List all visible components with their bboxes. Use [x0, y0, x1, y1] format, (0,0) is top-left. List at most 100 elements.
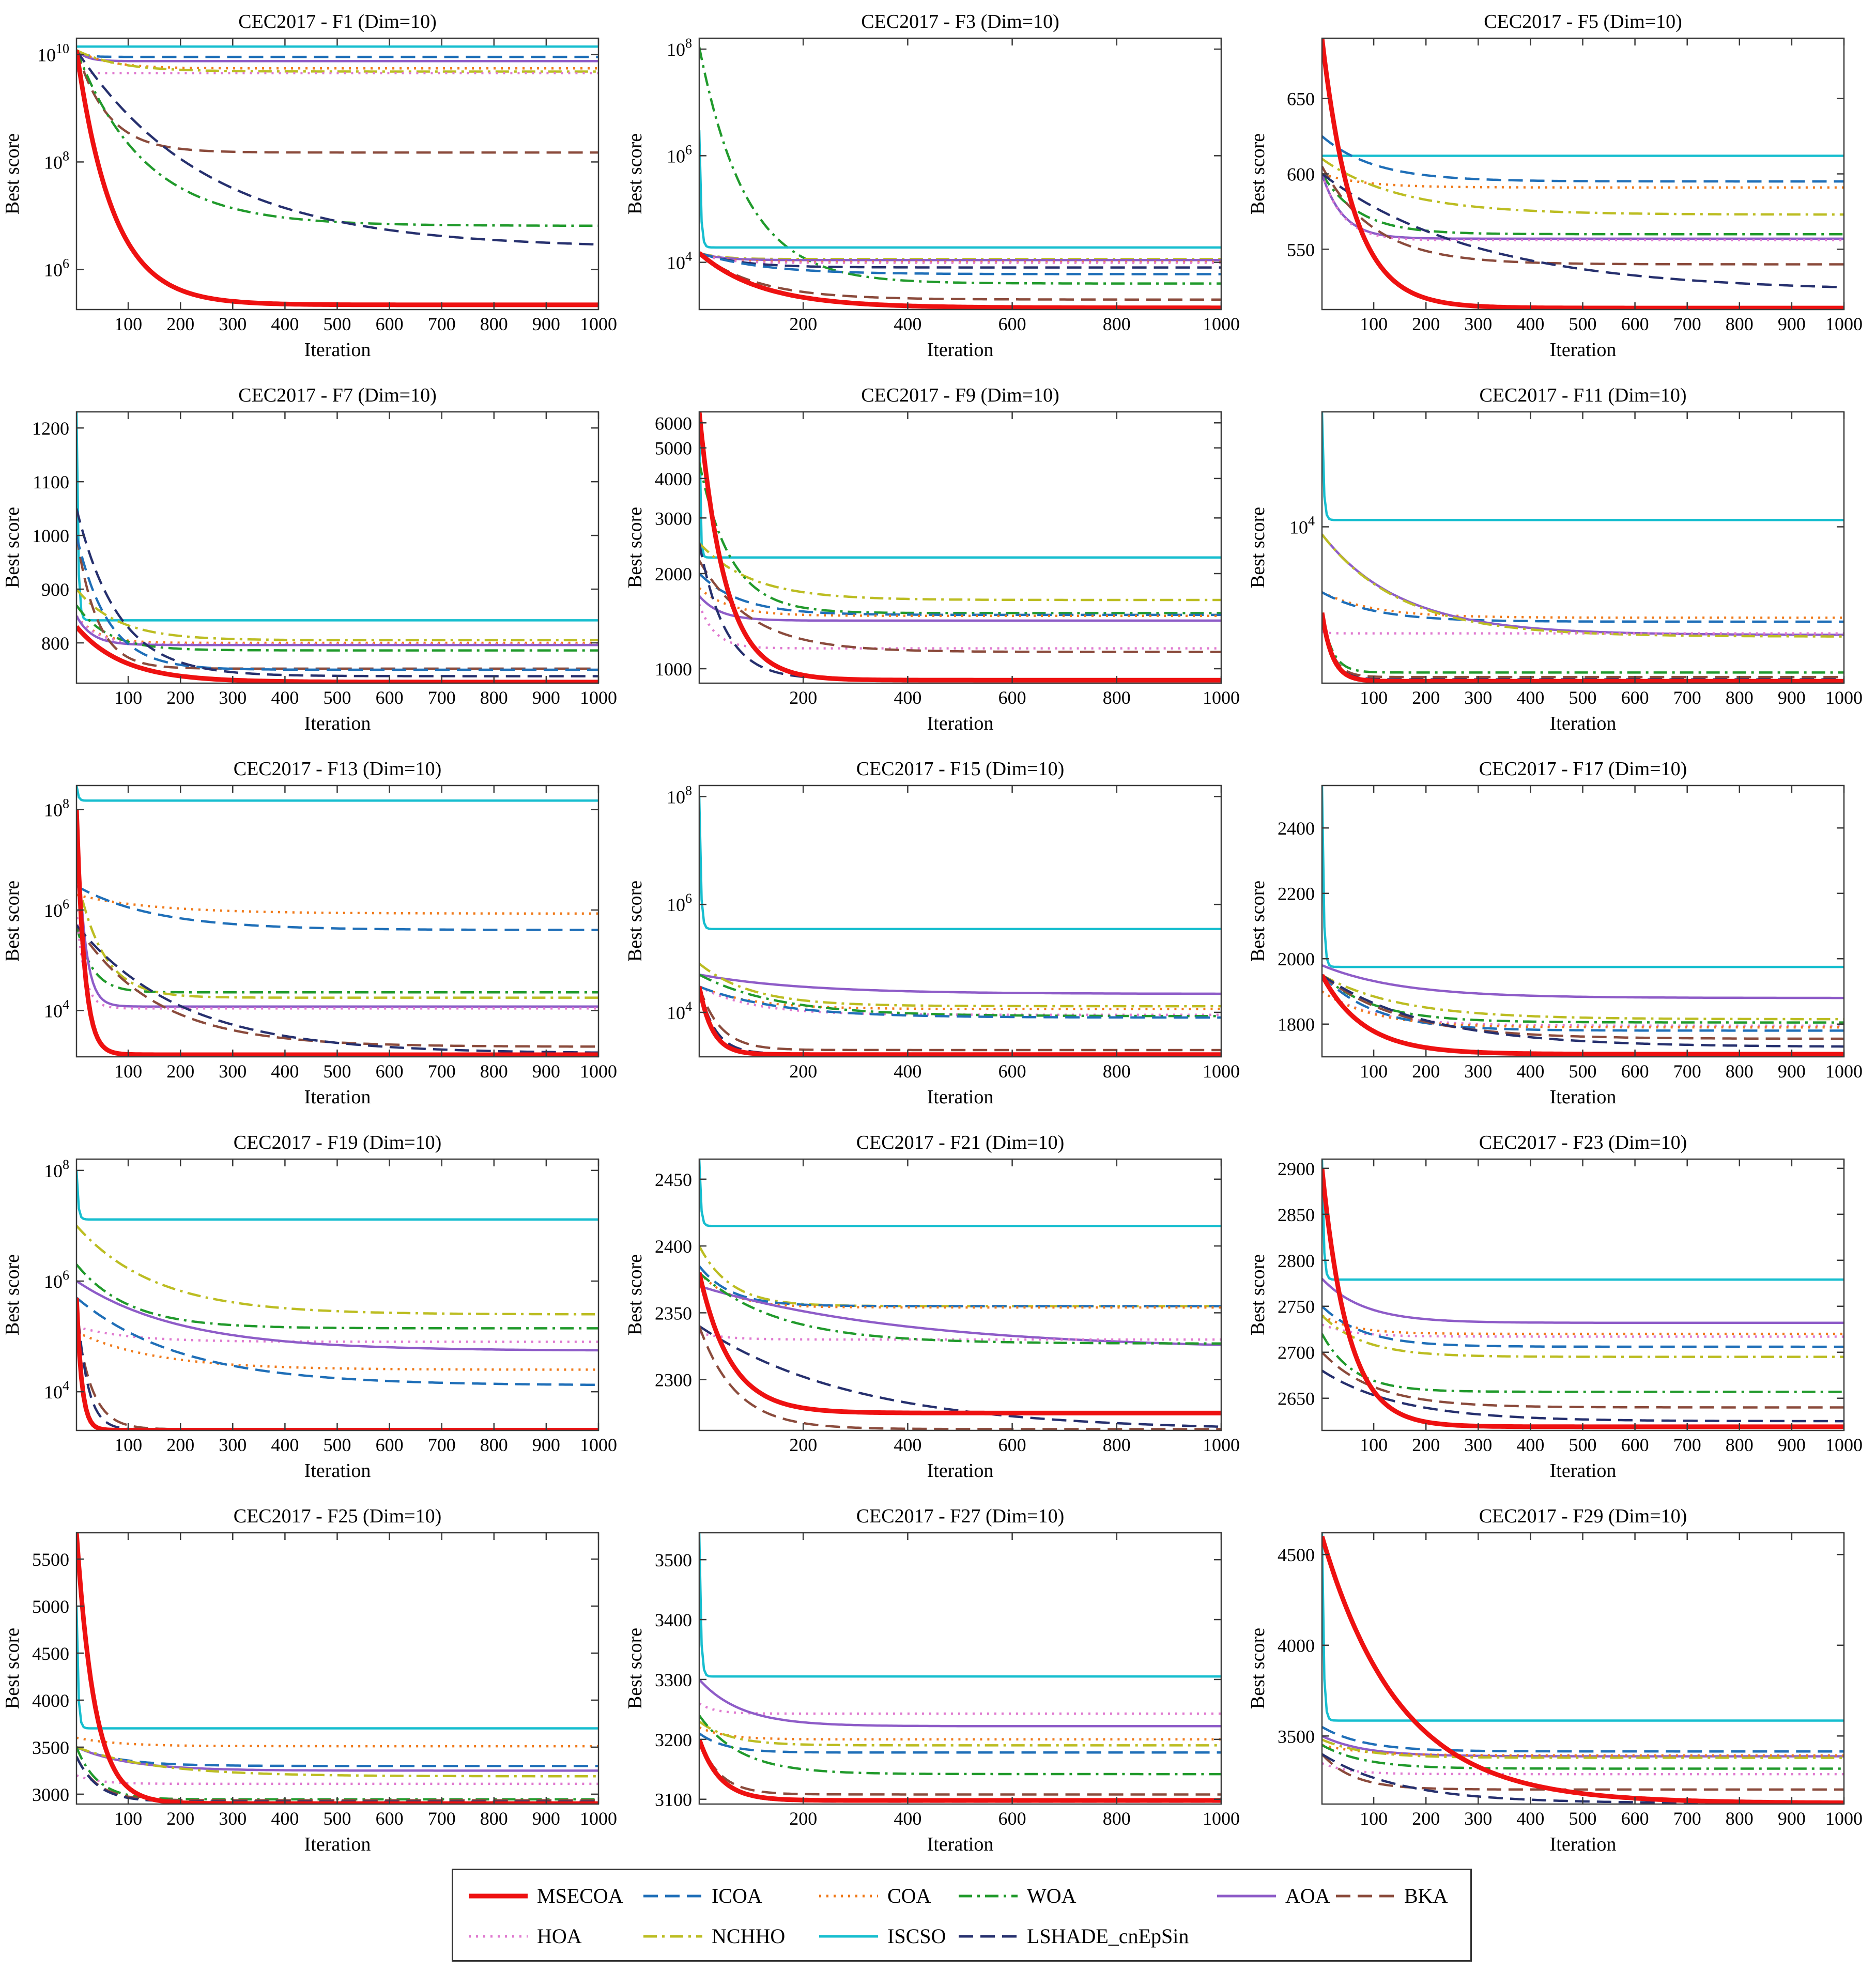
- y-tick-label: 2300: [655, 1370, 692, 1391]
- y-tick-label: 2200: [1278, 884, 1315, 904]
- series-line-iscso: [699, 796, 1221, 930]
- y-tick-label: 2650: [1278, 1389, 1315, 1409]
- x-tick-label: 1000: [1203, 1808, 1240, 1829]
- x-tick-label: 200: [166, 1808, 194, 1829]
- series-line-nchho: [1322, 158, 1844, 216]
- series-line-iscso: [699, 1159, 1221, 1227]
- series-line-nchho: [76, 588, 598, 642]
- series-line-nchho: [699, 252, 1221, 260]
- series-line-hoa: [76, 1326, 598, 1343]
- series-line-iscso: [76, 785, 598, 802]
- x-tick-label: 200: [166, 1435, 194, 1455]
- series-line-hoa: [699, 1332, 1221, 1341]
- x-tick-label: 200: [1412, 1808, 1440, 1829]
- series-line-msecoa: [699, 986, 1221, 1057]
- series-line-iscso: [1322, 785, 1844, 968]
- y-tick-label: 2400: [655, 1236, 692, 1257]
- series-line-nchho: [699, 542, 1221, 602]
- x-tick-label: 600: [998, 1808, 1026, 1829]
- x-tick-label: 500: [323, 1808, 351, 1829]
- x-axis-label: Iteration: [304, 339, 371, 361]
- y-tick-label: 108: [44, 148, 69, 173]
- chart-panel-2: 104 106 108 200 400 600 800 1000 CEC2017 - F3 (D…: [624, 11, 1240, 361]
- series-line-msecoa: [699, 1738, 1221, 1803]
- series-line-woa: [76, 1264, 598, 1330]
- x-tick-label: 300: [219, 687, 247, 708]
- series-line-woa: [699, 974, 1221, 1018]
- x-tick-label: 400: [894, 687, 921, 708]
- series-line-woa: [1322, 974, 1844, 1024]
- series-line-icoa: [76, 885, 598, 931]
- x-tick-label: 600: [1621, 1808, 1649, 1829]
- series-line-icoa: [76, 1297, 598, 1386]
- x-tick-label: 600: [998, 314, 1026, 334]
- x-tick-label: 700: [1673, 1808, 1701, 1829]
- x-tick-label: 500: [1569, 1808, 1596, 1829]
- y-tick-label: 104: [1289, 513, 1315, 537]
- x-tick-label: 200: [1412, 314, 1440, 334]
- x-tick-label: 700: [428, 687, 456, 708]
- x-tick-label: 300: [1464, 314, 1492, 334]
- y-tick-label: 1200: [32, 418, 69, 439]
- series-group: [76, 785, 598, 1057]
- series-group: [699, 47, 1221, 310]
- chart-panel-12: 2650 2700 2750 2800 2850 2900 100 200 300 400 500 6…: [1247, 1132, 1863, 1482]
- y-tick-label: 4000: [655, 469, 692, 489]
- series-line-icoa: [699, 1732, 1221, 1754]
- plot-frame: [1321, 1158, 1845, 1431]
- y-axis-label: Best score: [1247, 507, 1269, 588]
- series-group: [699, 412, 1221, 683]
- series-group: [76, 1170, 598, 1430]
- series-line-msecoa: [699, 412, 1221, 683]
- chart-panel-7: 104 106 108 100 200 300 400 500 600 700 800 900 1000…: [2, 758, 617, 1108]
- y-tick-label: 2450: [655, 1169, 692, 1190]
- legend-label-woa: WOA: [1027, 1884, 1077, 1907]
- y-tick-label: 1800: [1278, 1014, 1315, 1035]
- series-line-coa: [1322, 591, 1844, 619]
- series-line-woa: [699, 462, 1221, 614]
- chart-title: CEC2017 - F7 (Dim=10): [238, 384, 437, 406]
- y-tick-label: 3100: [655, 1790, 692, 1810]
- y-axis-label: Best score: [2, 1628, 23, 1709]
- x-tick-label: 1000: [1825, 1435, 1863, 1455]
- x-tick-label: 300: [219, 1808, 247, 1829]
- chart-panel-9: 1800 2000 2200 2400 100 200 300 400 500 600 700 800…: [1247, 758, 1863, 1108]
- series-line-lshade: [76, 924, 598, 1054]
- x-tick-label: 300: [1464, 687, 1492, 708]
- y-axis-label: Best score: [1247, 1628, 1269, 1709]
- x-tick-label: 400: [1516, 687, 1544, 708]
- x-tick-label: 700: [428, 1808, 456, 1829]
- x-tick-label: 400: [894, 1808, 921, 1829]
- chart-panel-14: 3100 3200 3300 3400 3500 200 400 600 800 1000 CEC2…: [624, 1505, 1240, 1855]
- legend-label-msecoa: MSECOA: [537, 1884, 623, 1907]
- y-tick-label: 1010: [37, 41, 69, 65]
- x-tick-label: 900: [1778, 1435, 1806, 1455]
- chart-title: CEC2017 - F29 (Dim=10): [1479, 1505, 1687, 1527]
- x-tick-label: 400: [271, 1061, 299, 1082]
- x-tick-label: 100: [114, 1808, 142, 1829]
- series-line-nchho: [76, 1225, 598, 1316]
- x-tick-label: 100: [114, 1061, 142, 1082]
- series-line-aoa: [1322, 533, 1844, 636]
- x-tick-label: 500: [1569, 314, 1596, 334]
- plot-frame: [75, 37, 599, 311]
- series-line-bka: [699, 252, 1221, 301]
- y-axis-label: Best score: [2, 133, 23, 214]
- series-line-coa: [699, 1272, 1221, 1309]
- x-tick-label: 1000: [1203, 1061, 1240, 1082]
- x-tick-label: 800: [480, 1808, 508, 1829]
- x-axis-label: Iteration: [927, 339, 994, 361]
- y-axis-label: Best score: [624, 133, 646, 214]
- chart-title: CEC2017 - F13 (Dim=10): [234, 758, 442, 780]
- series-line-aoa: [76, 1280, 598, 1352]
- x-tick-label: 300: [219, 1435, 247, 1455]
- x-tick-label: 400: [894, 314, 921, 334]
- x-tick-label: 500: [1569, 1435, 1596, 1455]
- y-tick-label: 2350: [655, 1303, 692, 1323]
- series-line-hoa: [76, 910, 598, 1010]
- legend-line-coa: [819, 1894, 878, 1898]
- y-tick-label: 4500: [1278, 1545, 1315, 1565]
- plot-frame: [698, 37, 1222, 311]
- x-tick-label: 100: [114, 687, 142, 708]
- series-line-aoa: [1322, 1735, 1844, 1758]
